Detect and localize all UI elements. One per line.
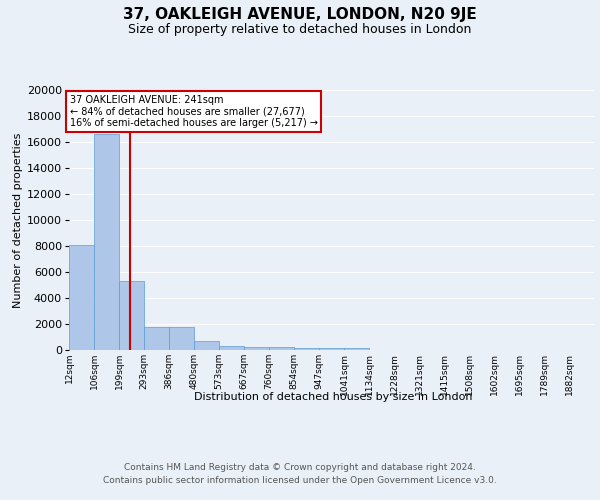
Bar xyxy=(94,134,119,350)
Bar xyxy=(244,347,269,350)
Bar xyxy=(219,346,244,350)
Text: Contains HM Land Registry data © Crown copyright and database right 2024.: Contains HM Land Registry data © Crown c… xyxy=(124,462,476,471)
Bar xyxy=(269,348,294,350)
Bar xyxy=(194,341,219,350)
Text: Distribution of detached houses by size in London: Distribution of detached houses by size … xyxy=(194,392,472,402)
Bar xyxy=(69,244,94,350)
Text: 37 OAKLEIGH AVENUE: 241sqm
← 84% of detached houses are smaller (27,677)
16% of : 37 OAKLEIGH AVENUE: 241sqm ← 84% of deta… xyxy=(70,95,317,128)
Y-axis label: Number of detached properties: Number of detached properties xyxy=(13,132,23,308)
Bar xyxy=(294,348,319,350)
Text: 37, OAKLEIGH AVENUE, LONDON, N20 9JE: 37, OAKLEIGH AVENUE, LONDON, N20 9JE xyxy=(123,8,477,22)
Bar xyxy=(319,348,344,350)
Bar xyxy=(119,281,144,350)
Text: Size of property relative to detached houses in London: Size of property relative to detached ho… xyxy=(128,22,472,36)
Text: Contains public sector information licensed under the Open Government Licence v3: Contains public sector information licen… xyxy=(103,476,497,485)
Bar xyxy=(169,327,194,350)
Bar xyxy=(144,326,169,350)
Bar xyxy=(344,348,369,350)
